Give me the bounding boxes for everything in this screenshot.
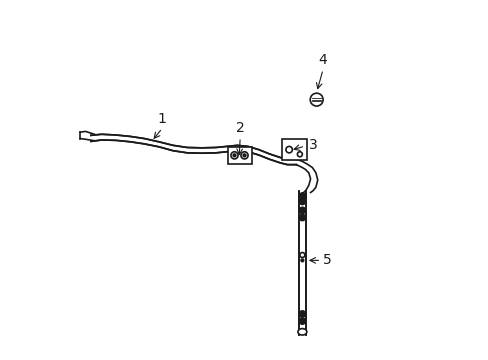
Circle shape xyxy=(241,152,247,159)
Circle shape xyxy=(300,259,303,262)
Circle shape xyxy=(243,154,245,157)
Circle shape xyxy=(299,207,305,213)
Circle shape xyxy=(285,147,292,153)
Text: 5: 5 xyxy=(323,253,331,267)
Ellipse shape xyxy=(297,329,306,335)
Circle shape xyxy=(309,93,323,106)
Circle shape xyxy=(230,152,238,159)
Circle shape xyxy=(299,214,305,221)
Text: 4: 4 xyxy=(318,53,327,67)
Text: 3: 3 xyxy=(308,138,317,152)
Circle shape xyxy=(299,252,304,257)
Circle shape xyxy=(297,152,302,157)
FancyBboxPatch shape xyxy=(228,147,251,164)
Text: 2: 2 xyxy=(235,121,244,135)
Text: 1: 1 xyxy=(158,112,166,126)
Circle shape xyxy=(233,154,235,157)
Circle shape xyxy=(299,198,305,204)
Polygon shape xyxy=(298,192,305,336)
Circle shape xyxy=(299,318,305,324)
Polygon shape xyxy=(91,134,296,165)
Circle shape xyxy=(299,311,305,317)
FancyBboxPatch shape xyxy=(282,139,306,160)
Circle shape xyxy=(299,193,305,199)
Polygon shape xyxy=(296,159,317,194)
